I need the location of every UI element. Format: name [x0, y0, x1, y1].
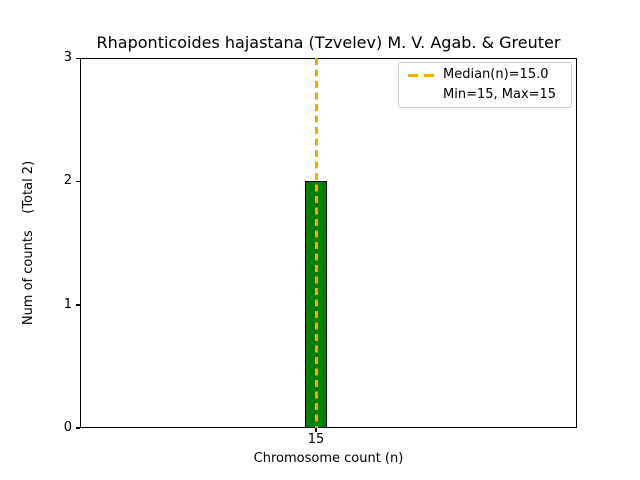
legend-label-minmax: Min=15, Max=15: [443, 87, 557, 102]
ytick-label-3: 3: [63, 50, 72, 65]
ytick-label-1: 1: [63, 297, 72, 312]
legend-label-median: Median(n)=15.0: [443, 67, 549, 82]
xtick-label-15: 15: [307, 432, 325, 447]
chart-title: Rhaponticoides hajastana (Tzvelev) M. V.…: [96, 33, 561, 52]
median-dashed-line: [314, 58, 318, 428]
legend-item-minmax: Min=15, Max=15: [408, 85, 571, 105]
x-axis-label: Chromosome count (n): [253, 451, 404, 466]
legend-item-median: Median(n)=15.0: [408, 65, 571, 85]
y-axis-label: Num of counts (Total 2): [21, 160, 36, 326]
ytick-mark-1: [76, 304, 80, 306]
ytick-label-2: 2: [63, 173, 72, 188]
legend-handle-empty: [408, 94, 434, 97]
xtick-mark-15: [315, 428, 317, 432]
ytick-mark-2: [76, 180, 80, 182]
ytick-mark-3: [76, 57, 80, 59]
ytick-mark-0: [76, 427, 80, 429]
ytick-label-0: 0: [63, 420, 72, 435]
plot-area: [80, 58, 577, 428]
legend-box: Median(n)=15.0 Min=15, Max=15: [398, 62, 572, 108]
median-dashed-line-legend-handle: [408, 73, 434, 77]
